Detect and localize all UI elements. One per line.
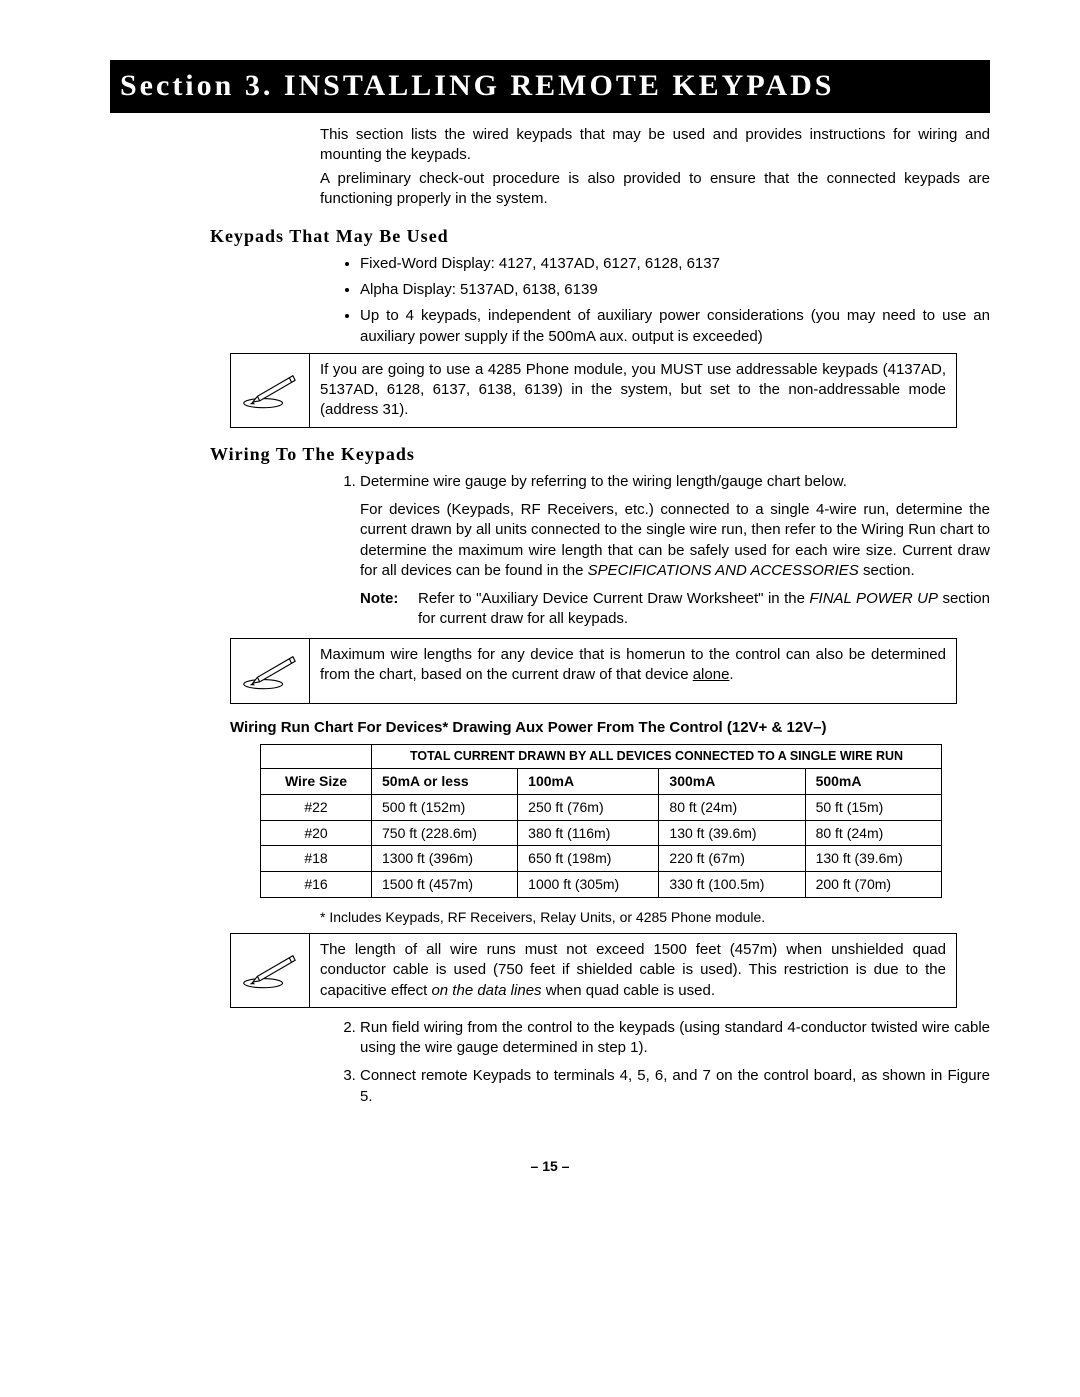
- table-row: #20 750 ft (228.6m) 380 ft (116m) 130 ft…: [261, 820, 942, 846]
- callout-text: If you are going to use a 4285 Phone mod…: [310, 354, 956, 427]
- text: Refer to "Auxiliary Device Current Draw …: [418, 590, 809, 607]
- td: 130 ft (39.6m): [805, 846, 941, 872]
- th: Wire Size: [261, 768, 372, 794]
- page-number: – 15 –: [110, 1157, 990, 1176]
- note-callout-2: Maximum wire lengths for any device that…: [230, 638, 957, 704]
- bullet: Fixed-Word Display: 4127, 4137AD, 6127, …: [360, 254, 990, 274]
- note-callout-3: The length of all wire runs must not exc…: [230, 933, 957, 1008]
- section-banner: Section 3. INSTALLING REMOTE KEYPADS: [110, 60, 990, 113]
- step-3: Connect remote Keypads to terminals 4, 5…: [360, 1066, 990, 1107]
- ital: SPECIFICATIONS AND ACCESSORIES: [588, 562, 859, 579]
- table-head: Wire Size 50mA or less 100mA 300mA 500mA: [261, 768, 942, 794]
- td: 500 ft (152m): [372, 794, 518, 820]
- table-row: #16 1500 ft (457m) 1000 ft (305m) 330 ft…: [261, 872, 942, 898]
- bullet: Up to 4 keypads, independent of auxiliar…: [360, 306, 990, 347]
- td: 250 ft (76m): [518, 794, 659, 820]
- ital: on the data lines: [431, 982, 541, 999]
- td: 1000 ft (305m): [518, 872, 659, 898]
- td: 1300 ft (396m): [372, 846, 518, 872]
- td: 330 ft (100.5m): [659, 872, 805, 898]
- pencil-icon: [231, 639, 310, 703]
- text: Maximum wire lengths for any device that…: [320, 646, 946, 683]
- wiring-steps: Determine wire gauge by referring to the…: [110, 472, 990, 630]
- wiring-table: TOTAL CURRENT DRAWN BY ALL DEVICES CONNE…: [260, 744, 942, 898]
- table-footnote: * Includes Keypads, RF Receivers, Relay …: [320, 908, 990, 927]
- td: #22: [261, 794, 372, 820]
- callout-text: The length of all wire runs must not exc…: [310, 934, 956, 1007]
- pencil-icon: [231, 934, 310, 1007]
- th: 500mA: [805, 768, 941, 794]
- td: #20: [261, 820, 372, 846]
- step1-body: For devices (Keypads, RF Receivers, etc.…: [360, 500, 990, 581]
- bullet: Alpha Display: 5137AD, 6138, 6139: [360, 280, 990, 300]
- note-label: Note:: [360, 589, 418, 630]
- note-callout-1: If you are going to use a 4285 Phone mod…: [230, 353, 957, 428]
- td: 750 ft (228.6m): [372, 820, 518, 846]
- td: 1500 ft (457m): [372, 872, 518, 898]
- td: #16: [261, 872, 372, 898]
- super-title: TOTAL CURRENT DRAWN BY ALL DEVICES CONNE…: [372, 744, 942, 768]
- td: 130 ft (39.6m): [659, 820, 805, 846]
- text: .: [729, 666, 733, 683]
- td: 80 ft (24m): [805, 820, 941, 846]
- note-row: Note: Refer to "Auxiliary Device Current…: [360, 589, 990, 630]
- callout-text: Maximum wire lengths for any device that…: [310, 639, 956, 703]
- td: 220 ft (67m): [659, 846, 805, 872]
- text: section.: [859, 562, 915, 579]
- text: when quad cable is used.: [542, 982, 715, 999]
- td: 80 ft (24m): [659, 794, 805, 820]
- heading-wiring: Wiring To The Keypads: [210, 442, 990, 466]
- td: 650 ft (198m): [518, 846, 659, 872]
- th: 100mA: [518, 768, 659, 794]
- td: #18: [261, 846, 372, 872]
- underline: alone: [693, 666, 730, 683]
- step-2: Run field wiring from the control to the…: [360, 1018, 990, 1059]
- note-text: Refer to "Auxiliary Device Current Draw …: [418, 589, 990, 630]
- table-row: #22 500 ft (152m) 250 ft (76m) 80 ft (24…: [261, 794, 942, 820]
- th: 50mA or less: [372, 768, 518, 794]
- table-row: #18 1300 ft (396m) 650 ft (198m) 220 ft …: [261, 846, 942, 872]
- td: 50 ft (15m): [805, 794, 941, 820]
- table-superhead: TOTAL CURRENT DRAWN BY ALL DEVICES CONNE…: [261, 744, 942, 768]
- ital: FINAL POWER UP: [809, 590, 938, 607]
- intro-p2: A preliminary check-out procedure is als…: [320, 169, 990, 210]
- wiring-steps-cont: Run field wiring from the control to the…: [110, 1018, 990, 1107]
- step-1: Determine wire gauge by referring to the…: [360, 472, 990, 630]
- step1-lead: Determine wire gauge by referring to the…: [360, 473, 847, 490]
- td: 380 ft (116m): [518, 820, 659, 846]
- intro-block: This section lists the wired keypads tha…: [320, 125, 990, 210]
- pencil-icon: [231, 354, 310, 427]
- chart-title: Wiring Run Chart For Devices* Drawing Au…: [230, 718, 990, 738]
- heading-keypads: Keypads That May Be Used: [210, 224, 990, 248]
- intro-p1: This section lists the wired keypads tha…: [320, 125, 990, 166]
- th: 300mA: [659, 768, 805, 794]
- keypads-bullets: Fixed-Word Display: 4127, 4137AD, 6127, …: [110, 254, 990, 347]
- td: 200 ft (70m): [805, 872, 941, 898]
